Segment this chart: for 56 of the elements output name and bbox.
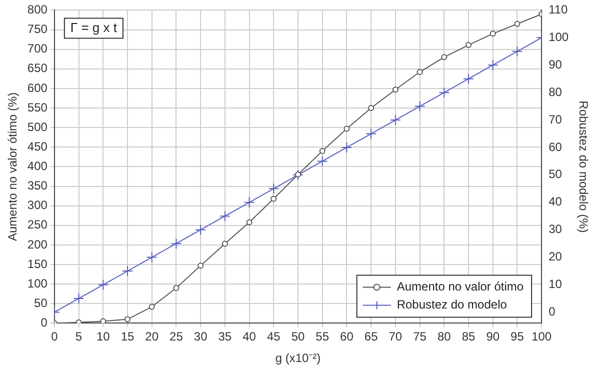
x-tick-label: 20 (145, 330, 159, 344)
y2-tick-label: 100 (548, 30, 569, 44)
y2-tick-label: 20 (548, 250, 562, 264)
y-tick-label: 200 (27, 237, 48, 252)
y2-tick-label: 110 (548, 2, 568, 17)
x-tick-label: 85 (462, 330, 476, 344)
x-tick-label: 0 (51, 330, 58, 344)
x-tick-label: 5 (75, 330, 82, 344)
x-tick-label: 10 (96, 330, 110, 344)
y-tick-label: 500 (27, 120, 48, 134)
x-tick-label: 35 (218, 330, 232, 344)
y2-tick-label: 60 (548, 140, 562, 154)
y2-tick-label: 0 (548, 304, 556, 319)
x-tick-label: 70 (388, 330, 402, 344)
legend-label: Robustez do modelo (396, 298, 508, 312)
y2-axis-title: Robustez do modelo (%) (576, 100, 590, 233)
y-tick-label: 50 (34, 296, 48, 310)
y-tick-label: 550 (27, 100, 48, 114)
y-tick-label: 350 (27, 178, 48, 193)
y-tick-label: 150 (27, 256, 48, 271)
y-tick-label: 800 (27, 2, 48, 17)
y-tick-label: 650 (27, 61, 48, 76)
x-tick-label: 65 (364, 330, 378, 344)
x-tick-label: 100 (532, 330, 552, 344)
x-tick-label: 50 (291, 330, 305, 344)
x-tick-label: 75 (413, 330, 427, 344)
x-tick-label: 15 (120, 330, 134, 344)
y-tick-label: 700 (27, 42, 48, 56)
y-tick-label: 250 (27, 218, 48, 232)
x-tick-label: 25 (170, 330, 184, 344)
x-tick-label: 55 (316, 330, 330, 344)
x-tick-label: 90 (486, 330, 500, 344)
y-tick-label: 450 (27, 139, 48, 154)
legend-label: Aumento no valor ótimo (396, 280, 524, 294)
y-tick-label: 400 (27, 159, 48, 174)
y-tick-label: 0 (40, 316, 48, 330)
y2-tick-label: 10 (548, 277, 562, 292)
x-tick-label: 30 (194, 330, 208, 344)
y-axis-title: Aumento no valor ótimo (%) (6, 92, 20, 242)
x-tick-label: 60 (340, 330, 354, 344)
x-axis-title: g (x10⁻²) (275, 351, 321, 366)
annotation: Γ = g x t (70, 20, 118, 35)
y2-tick-label: 80 (548, 84, 562, 99)
y-tick-label: 300 (27, 198, 48, 212)
y-tick-label: 600 (27, 80, 48, 95)
y2-tick-label: 70 (548, 112, 562, 126)
x-tick-label: 95 (510, 330, 524, 344)
y2-tick-label: 30 (548, 222, 562, 236)
x-tick-label: 80 (437, 330, 452, 344)
y2-tick-label: 40 (548, 194, 562, 209)
x-tick-label: 40 (242, 330, 256, 344)
y-tick-label: 100 (27, 276, 48, 290)
y-tick-label: 750 (27, 22, 48, 36)
x-tick-label: 45 (266, 330, 281, 344)
y2-tick-label: 50 (548, 167, 562, 182)
y2-tick-label: 90 (548, 57, 562, 72)
